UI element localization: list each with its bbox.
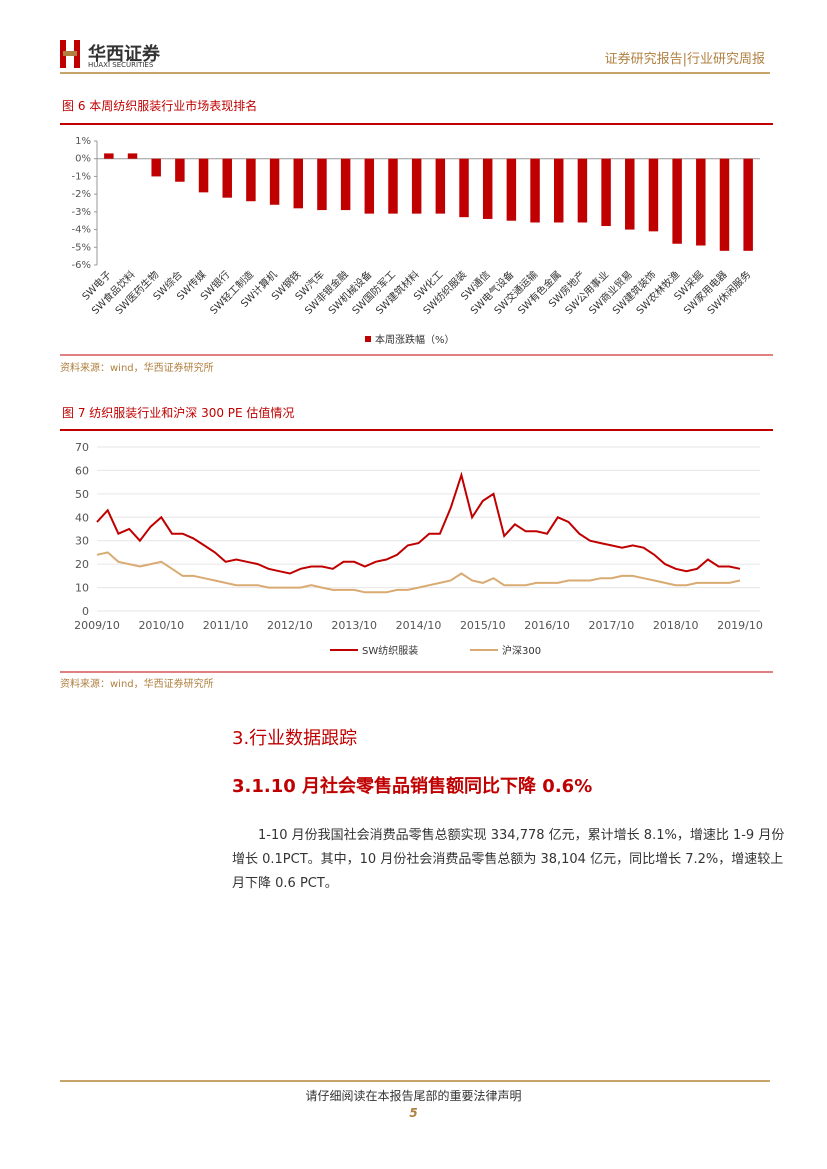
y-tick-label: 50 xyxy=(75,488,89,501)
bar xyxy=(648,158,659,232)
legend-label: 本周涨跌幅（%） xyxy=(375,333,455,346)
logo-icon xyxy=(60,40,80,68)
x-tick-label: 2018/10 xyxy=(653,619,699,632)
legend-swatch xyxy=(365,336,371,342)
bar xyxy=(482,158,493,219)
bar xyxy=(127,153,138,159)
y-tick-label: -6% xyxy=(72,260,91,271)
y-tick-label: 1% xyxy=(75,136,91,147)
x-tick-label: 2011/10 xyxy=(203,619,249,632)
y-tick-label: 30 xyxy=(75,535,89,548)
bar xyxy=(340,158,351,211)
bar xyxy=(246,158,256,202)
bar xyxy=(696,158,706,246)
bar xyxy=(719,158,730,251)
x-tick-label: 2012/10 xyxy=(267,619,313,632)
y-tick-label: 20 xyxy=(75,558,89,571)
section-title: 3.行业数据跟踪 xyxy=(232,728,358,749)
logo-text: 华西证券 xyxy=(88,44,160,65)
bar xyxy=(151,158,161,177)
y-tick-label: 40 xyxy=(75,511,89,524)
x-tick-label: 2013/10 xyxy=(331,619,377,632)
y-tick-label: -1% xyxy=(72,171,91,182)
line-chart: 0 10 20 30 40 50 60 70 2009/10 2010/10 2011/10 2012… xyxy=(60,429,773,673)
y-tick-label: -5% xyxy=(72,242,91,253)
x-tick-label: 2015/10 xyxy=(460,619,506,632)
bar-chart: 1%0%-1%-2%-3%-4%-5%-6%本周涨跌幅（%）SW电子SW食品饮料… xyxy=(60,123,773,356)
bar xyxy=(553,158,564,223)
y-tick-label: -2% xyxy=(72,189,91,200)
legend-label: SW纺织服装 xyxy=(362,644,418,657)
x-tick-label: 2010/10 xyxy=(138,619,184,632)
bar xyxy=(672,158,682,244)
x-tick-label: 2009/10 xyxy=(74,619,120,632)
y-tick-label: -4% xyxy=(72,225,91,236)
source-note: 资料来源：wind，华西证券研究所 xyxy=(60,679,214,690)
legend-label: 沪深300 xyxy=(502,644,541,657)
paragraph: 1-10 月份我国社会消费品零售总额实现 334,778 亿元，累计增长 8.1… xyxy=(232,828,785,891)
bar xyxy=(577,158,588,223)
bar xyxy=(317,158,327,211)
bar xyxy=(293,158,304,209)
logo-en: HUAXI SECURITIES xyxy=(88,61,154,69)
bar xyxy=(364,158,375,214)
bar xyxy=(411,158,422,214)
x-tick-label: 2014/10 xyxy=(396,619,442,632)
y-tick-label: 10 xyxy=(75,582,89,595)
figure-caption: 图 7 纺织服装行业和沪深 300 PE 估值情况 xyxy=(62,406,295,420)
header-rule xyxy=(60,72,770,74)
bar xyxy=(743,158,753,251)
bar xyxy=(601,158,611,227)
series-line xyxy=(96,551,741,594)
x-tick-label: 2017/10 xyxy=(589,619,635,632)
bar xyxy=(388,158,398,214)
x-tick-label: 2016/10 xyxy=(524,619,570,632)
bar xyxy=(222,158,232,198)
footer-rule xyxy=(60,1080,770,1082)
y-tick-label: 0% xyxy=(75,154,91,165)
report-type: 证券研究报告|行业研究周报 xyxy=(604,52,765,67)
bar xyxy=(506,158,517,221)
bar xyxy=(104,153,114,159)
y-tick-label: 0 xyxy=(82,605,89,618)
y-tick-label: 60 xyxy=(75,464,89,477)
page-number: 5 xyxy=(409,1106,418,1120)
section-subtitle: 3.1.10 月社会零售品销售额同比下降 0.6% xyxy=(232,776,593,797)
x-tick-label: 2019/10 xyxy=(717,619,763,632)
bar xyxy=(269,158,280,205)
bar xyxy=(530,158,540,223)
source-note: 资料来源：wind，华西证券研究所 xyxy=(60,363,214,374)
figure-caption: 图 6 本周纺织服装行业市场表现排名 xyxy=(62,99,258,113)
y-tick-label: 70 xyxy=(75,441,89,454)
footer-notice: 请仔细阅读在本报告尾部的重要法律声明 xyxy=(305,1089,522,1103)
bar xyxy=(175,158,185,182)
bar xyxy=(625,158,635,230)
bar xyxy=(459,158,469,218)
bar xyxy=(198,158,209,193)
y-tick-label: -3% xyxy=(72,207,91,218)
series-line xyxy=(96,471,741,575)
bar xyxy=(435,158,446,214)
